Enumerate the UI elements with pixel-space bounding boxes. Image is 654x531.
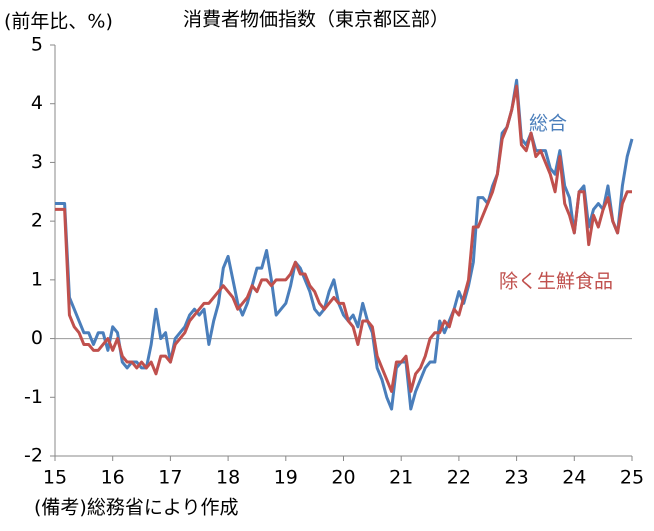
x-tick-label: 21 [389,467,413,489]
series-line [55,84,632,393]
x-tick-label: 24 [562,467,586,489]
x-tick-label: 23 [505,467,529,489]
y-tick-label: 0 [31,327,43,349]
x-tick-label: 18 [216,467,240,489]
series-label: 総合 [529,113,567,135]
y-tick-label: 2 [31,210,43,232]
chart-title: 消費者物価指数（東京都区部） [183,9,449,31]
y-tick-label: 4 [31,92,43,114]
x-tick-label: 16 [101,467,125,489]
y-tick-label: 1 [31,268,43,290]
x-tick-label: 15 [43,467,67,489]
x-tick-label: 25 [620,467,644,489]
source-note: (備考)総務省により作成 [34,497,238,519]
y-tick-label: 3 [31,151,43,173]
y-axis-label: (前年比、%) [4,11,113,33]
x-tick-label: 22 [447,467,471,489]
x-tick-label: 20 [331,467,355,489]
y-tick-label: -2 [24,445,43,467]
x-tick-label: 19 [274,467,298,489]
y-tick-label: -1 [24,386,43,408]
y-tick-label: 5 [31,34,43,56]
series-label: 除く生鮮食品 [499,271,613,293]
x-tick-label: 17 [158,467,182,489]
